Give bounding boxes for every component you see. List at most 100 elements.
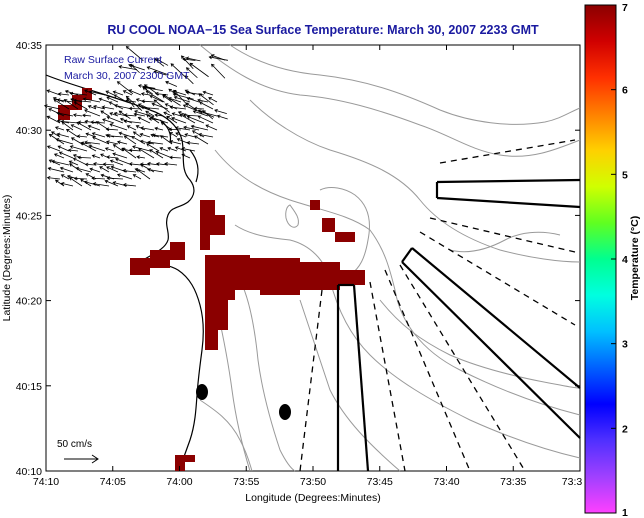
x-tick-label: 73:40 (433, 476, 459, 488)
current-vector (88, 144, 106, 152)
current-vector (85, 132, 97, 138)
current-vector (51, 159, 70, 166)
current-vector (48, 108, 65, 117)
current-vector (128, 106, 142, 111)
current-vector (54, 179, 65, 187)
bathymetry-contours (199, 44, 581, 472)
current-vector (87, 105, 97, 110)
current-vector (172, 92, 194, 100)
colorbar-tick-label: 1 (622, 507, 628, 518)
current-vector (168, 127, 182, 132)
current-vector (162, 93, 181, 106)
current-vector (73, 176, 88, 181)
current-vector (211, 63, 226, 79)
current-vector (151, 102, 169, 110)
sst-patches (58, 88, 365, 471)
x-tick-label: 74:10 (33, 476, 59, 488)
current-vector (153, 70, 167, 76)
colorbar-tick-label: 7 (622, 2, 628, 14)
current-vector (123, 119, 142, 124)
current-vector (112, 152, 128, 159)
station-marker (279, 404, 291, 420)
y-axis-label: Latitude (Degrees:Minutes) (1, 195, 13, 322)
current-vector (43, 104, 61, 110)
current-vector (175, 132, 187, 138)
current-vector (186, 97, 200, 103)
current-vector (54, 126, 65, 131)
current-vector (118, 65, 138, 71)
current-vector (216, 114, 228, 120)
colorbar-tick-label: 3 (622, 339, 628, 351)
current-vector (159, 146, 169, 152)
current-vector (61, 121, 74, 131)
current-vector (149, 94, 164, 103)
current-vector (125, 46, 144, 62)
current-vector (65, 128, 79, 138)
current-vector (106, 166, 119, 173)
y-tick-label: 40:10 (16, 466, 42, 478)
current-vector (173, 89, 188, 106)
map-plot-area: Raw Surface Current March 30, 2007 2300 … (43, 44, 581, 472)
current-vector (106, 133, 124, 138)
current-vector (186, 115, 205, 124)
current-vector (122, 90, 133, 96)
station-marker (196, 384, 208, 400)
scale-vector-label: 50 cm/s (57, 439, 92, 450)
current-vector (208, 55, 228, 61)
current-vector (70, 124, 83, 131)
current-vector (149, 149, 164, 159)
current-vector (198, 101, 214, 110)
current-vector (186, 140, 200, 145)
current-vector (106, 176, 124, 181)
current-vector (46, 89, 61, 96)
current-vector (91, 154, 101, 159)
current-vector (185, 90, 205, 96)
current-vector (192, 110, 209, 117)
current-vector (104, 147, 115, 152)
legend-line-1: Raw Surface Current (64, 54, 162, 66)
current-vector (91, 176, 106, 181)
y-axis-ticks: 40:35 40:30 40:25 40:20 40:15 40:10 (16, 40, 580, 478)
current-vector (214, 108, 227, 114)
current-vector (169, 132, 178, 138)
current-vector (163, 111, 173, 117)
current-vector (60, 181, 74, 187)
current-vector (190, 124, 209, 131)
current-vector (189, 62, 209, 78)
current-vector (87, 124, 101, 131)
current-vector (169, 155, 182, 160)
colorbar-gradient (584, 4, 617, 514)
current-vector (133, 112, 146, 117)
current-vector (46, 145, 61, 152)
current-vector (46, 175, 61, 180)
y-tick-label: 40:30 (16, 125, 42, 137)
current-vector (60, 174, 70, 180)
current-vector (140, 164, 155, 173)
current-vector (83, 180, 101, 187)
current-vector (77, 155, 92, 160)
current-vector (101, 105, 115, 110)
current-vector (67, 148, 79, 153)
current-vector (72, 113, 83, 117)
current-vector (134, 110, 155, 118)
current-vector (104, 179, 119, 187)
current-vector (123, 135, 137, 145)
current-vector (145, 90, 165, 103)
current-vector (130, 64, 140, 74)
current-vector (198, 132, 214, 138)
x-tick-label: 73:45 (367, 476, 393, 488)
current-vector (105, 90, 115, 96)
current-vector (112, 144, 124, 152)
current-vector (185, 56, 201, 62)
x-tick-label: 73:35 (500, 476, 526, 488)
current-vector (202, 90, 214, 96)
current-vector (109, 112, 119, 117)
current-vector (68, 177, 83, 187)
colorbar-ticks: 7 6 5 4 3 2 1 (611, 2, 628, 518)
current-vector (146, 143, 160, 152)
y-tick-label: 40:20 (16, 296, 42, 308)
colorbar-label: Temperature (°C) (629, 216, 641, 301)
current-vector (50, 131, 61, 138)
current-vector (159, 135, 173, 145)
current-vector (154, 113, 164, 118)
